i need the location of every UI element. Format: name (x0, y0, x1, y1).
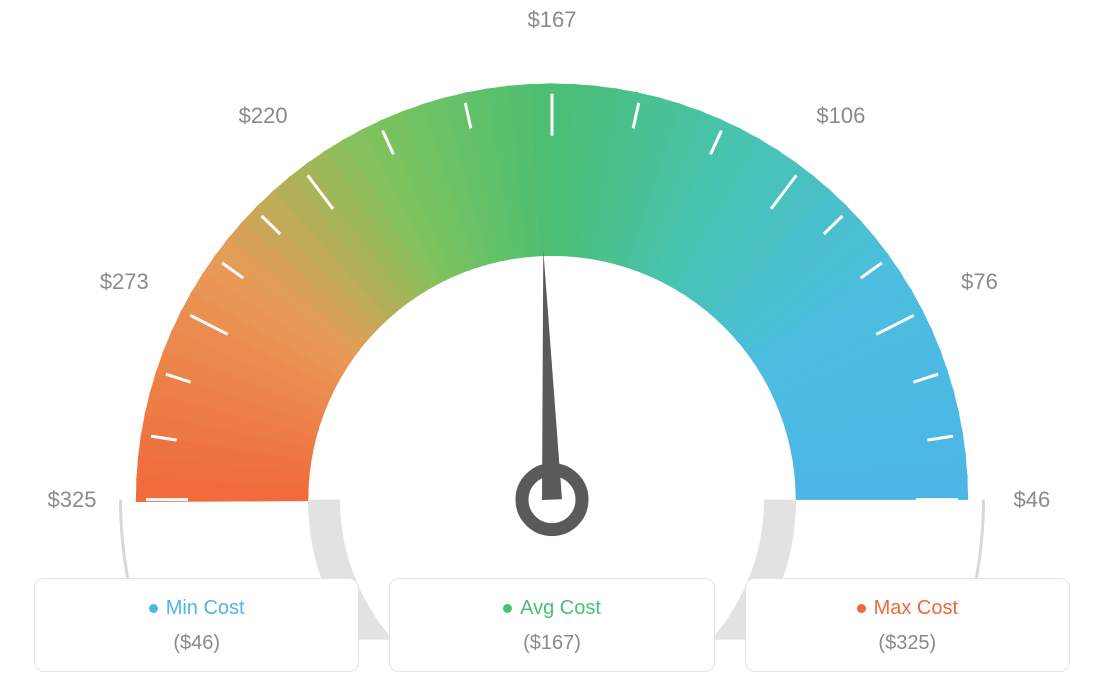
legend-dot-avg (503, 604, 512, 613)
legend-row: Min Cost ($46) Avg Cost ($167) Max Cost … (0, 578, 1104, 672)
gauge-svg (0, 20, 1104, 640)
legend-title-avg: Avg Cost (503, 597, 601, 620)
gauge-tick-label: $220 (239, 103, 288, 129)
legend-card-avg: Avg Cost ($167) (389, 578, 714, 672)
gauge-tick-label: $76 (961, 269, 998, 295)
legend-card-max: Max Cost ($325) (745, 578, 1070, 672)
legend-label-avg: Avg Cost (520, 597, 601, 620)
cost-gauge-infographic: $46 $76 $106 $167 $220 $273 $325 Min Cost ($46… (0, 0, 1104, 690)
gauge-area: $46 $76 $106 $167 $220 $273 $325 (0, 0, 1104, 560)
legend-label-min: Min Cost (166, 597, 245, 620)
gauge-tick-label: $106 (816, 103, 865, 129)
legend-value-avg: ($167) (400, 632, 703, 655)
legend-title-max: Max Cost (857, 597, 958, 620)
legend-label-max: Max Cost (874, 597, 958, 620)
legend-title-min: Min Cost (149, 597, 245, 620)
gauge-tick-label: $167 (528, 7, 577, 33)
gauge-tick-label: $273 (100, 269, 149, 295)
gauge-tick-label: $325 (48, 487, 97, 513)
legend-dot-min (149, 604, 158, 613)
gauge-tick-label: $46 (1014, 487, 1051, 513)
legend-value-max: ($325) (756, 632, 1059, 655)
legend-dot-max (857, 604, 866, 613)
legend-card-min: Min Cost ($46) (34, 578, 359, 672)
legend-value-min: ($46) (45, 632, 348, 655)
